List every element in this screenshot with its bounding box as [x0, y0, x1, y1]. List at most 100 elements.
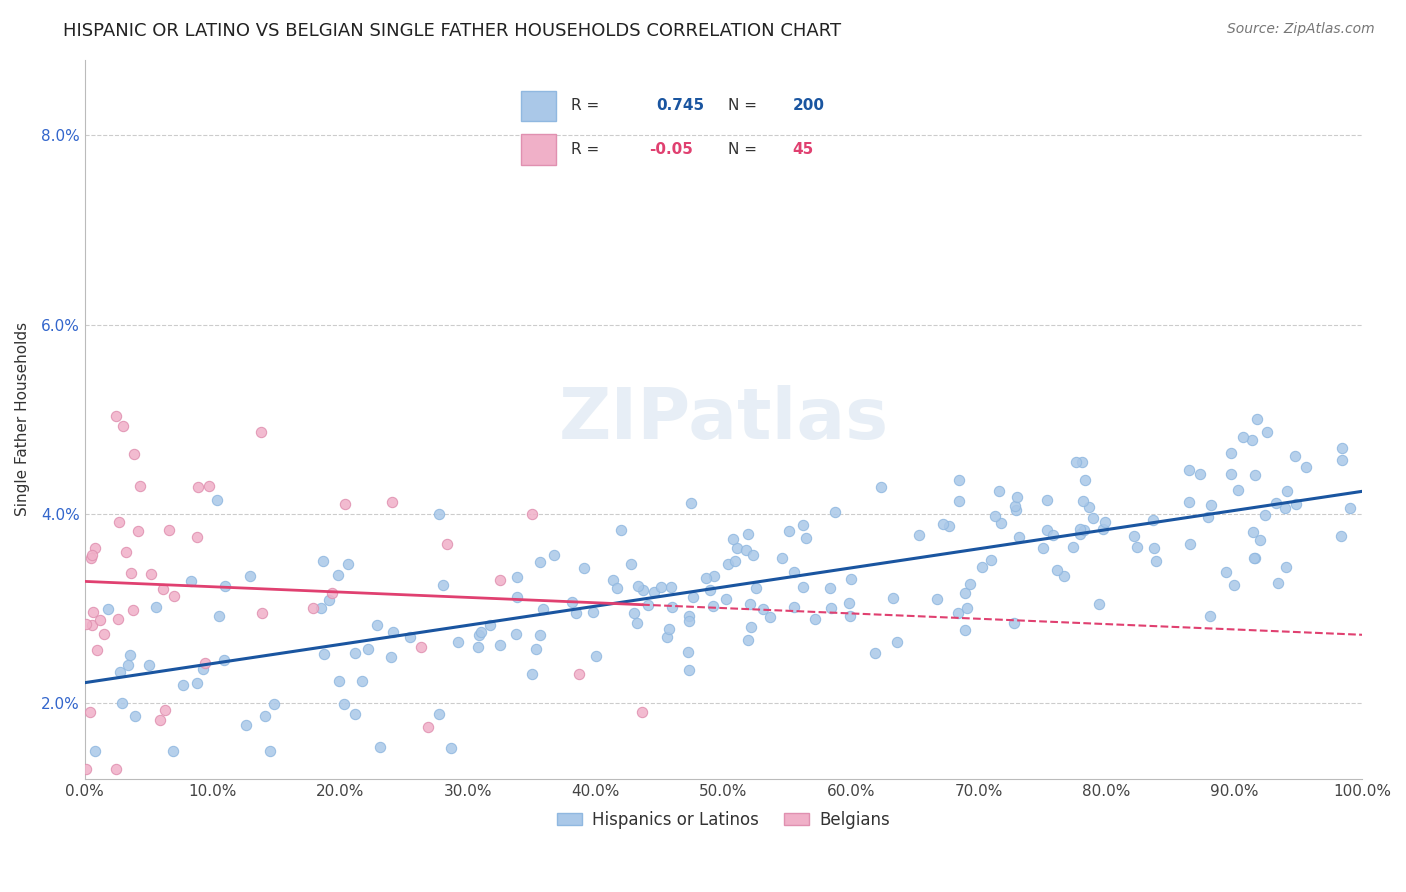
Point	[250, 606, 273, 620]
Point	[82, 618, 104, 632]
Point	[927, 591, 949, 606]
Point	[1092, 522, 1115, 536]
Point	[104, 409, 127, 423]
Point	[520, 507, 543, 521]
Point	[506, 570, 529, 584]
Point	[637, 599, 659, 613]
Point	[734, 543, 756, 558]
Point	[172, 678, 194, 692]
Point	[235, 717, 257, 731]
Point	[321, 586, 343, 600]
Point	[120, 566, 142, 580]
Point	[948, 494, 970, 508]
Point	[180, 574, 202, 589]
Point	[198, 479, 221, 493]
Point	[565, 606, 588, 620]
Point	[86, 643, 108, 657]
Point	[602, 574, 624, 588]
Point	[740, 620, 762, 634]
Point	[368, 740, 391, 755]
Point	[1219, 467, 1241, 481]
Point	[783, 600, 806, 615]
Point	[741, 548, 763, 562]
Point	[214, 579, 236, 593]
Point	[839, 572, 862, 586]
Point	[1066, 455, 1088, 469]
Point	[263, 697, 285, 711]
Point	[1331, 453, 1354, 467]
Point	[682, 590, 704, 604]
Point	[678, 663, 700, 677]
Point	[186, 675, 208, 690]
Point	[122, 447, 145, 461]
Point	[778, 524, 800, 539]
Point	[1008, 530, 1031, 544]
Point	[343, 646, 366, 660]
Point	[824, 505, 846, 519]
Point	[470, 625, 492, 640]
Point	[186, 529, 208, 543]
Point	[357, 642, 380, 657]
Point	[1241, 524, 1264, 539]
Point	[529, 555, 551, 569]
Point	[1243, 550, 1265, 565]
Point	[157, 523, 180, 537]
Point	[1267, 576, 1289, 591]
Point	[725, 541, 748, 555]
Point	[432, 578, 454, 592]
Point	[623, 606, 645, 620]
Point	[152, 582, 174, 597]
Point	[1215, 565, 1237, 579]
Point	[1074, 473, 1097, 487]
Point	[1246, 412, 1268, 426]
Point	[520, 666, 543, 681]
Point	[1125, 540, 1147, 554]
Point	[105, 763, 128, 777]
Point	[1223, 577, 1246, 591]
Point	[1339, 501, 1361, 516]
Point	[381, 624, 404, 639]
Point	[678, 614, 700, 628]
Point	[208, 609, 231, 624]
Point	[737, 632, 759, 647]
Point	[582, 605, 605, 619]
Point	[1146, 554, 1168, 568]
Point	[418, 720, 440, 734]
Point	[792, 580, 814, 594]
Point	[886, 634, 908, 648]
Point	[955, 623, 977, 637]
Point	[75, 617, 97, 632]
Point	[1227, 483, 1250, 498]
Point	[758, 610, 780, 624]
Point	[114, 545, 136, 559]
Point	[117, 658, 139, 673]
Point	[1071, 494, 1094, 508]
Point	[658, 622, 681, 636]
Point	[1178, 537, 1201, 551]
Text: Source: ZipAtlas.com: Source: ZipAtlas.com	[1227, 22, 1375, 37]
Point	[1285, 497, 1308, 511]
Point	[436, 537, 458, 551]
Point	[723, 554, 745, 568]
Point	[818, 581, 841, 595]
Point	[505, 627, 527, 641]
Point	[82, 605, 104, 619]
Point	[676, 644, 699, 658]
Point	[1199, 498, 1222, 512]
Point	[366, 618, 388, 632]
Point	[505, 590, 527, 604]
Point	[820, 601, 842, 615]
Point	[970, 560, 993, 574]
Point	[979, 553, 1001, 567]
Point	[678, 609, 700, 624]
Point	[121, 603, 143, 617]
Point	[108, 665, 131, 679]
Point	[1178, 463, 1201, 477]
Point	[1053, 569, 1076, 583]
Point	[1264, 496, 1286, 510]
Point	[568, 667, 591, 681]
Point	[948, 473, 970, 487]
Point	[1004, 499, 1026, 513]
Point	[783, 566, 806, 580]
Point	[1256, 425, 1278, 440]
